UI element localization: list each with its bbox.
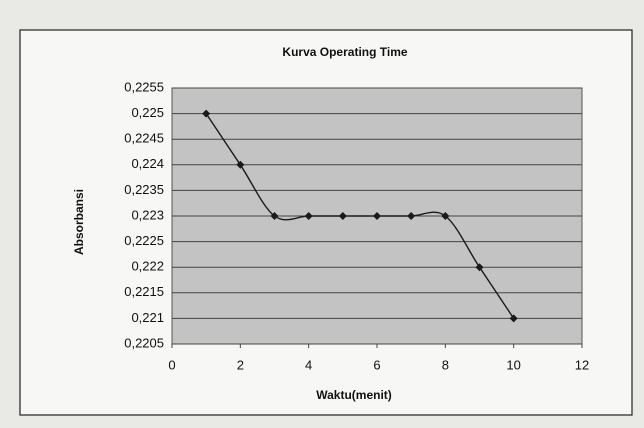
y-tick-label: 0,222 [131, 259, 164, 274]
y-tick-label: 0,221 [131, 310, 164, 325]
data-marker [407, 212, 416, 220]
x-tick-label: 4 [305, 357, 312, 372]
y-tick-label: 0,2205 [124, 335, 164, 350]
x-tick-label: 8 [442, 357, 449, 372]
y-tick-label: 0,2255 [124, 79, 164, 94]
chart-title: Kurva Operating Time [282, 45, 407, 59]
x-tick-label: 12 [575, 357, 589, 372]
y-tick-label: 0,225 [131, 105, 164, 120]
data-marker [338, 212, 347, 220]
data-marker [475, 263, 484, 272]
x-axis-title: Waktu(menit) [316, 388, 392, 402]
data-marker [304, 212, 313, 220]
y-tick-label: 0,224 [131, 156, 164, 171]
x-tick-label: 10 [506, 357, 520, 372]
data-marker [509, 314, 518, 323]
data-marker [441, 212, 450, 220]
data-line [205, 113, 515, 319]
y-axis-title: Absorbansi [72, 189, 86, 255]
y-tick-label: 0,2235 [124, 182, 164, 197]
x-tick-label: 0 [168, 357, 175, 372]
y-tick-label: 0,2225 [124, 233, 164, 248]
data-marker [373, 212, 381, 220]
y-tick-label: 0,223 [131, 207, 164, 222]
y-tick-label: 0,2245 [124, 131, 164, 146]
x-tick-label: 6 [373, 357, 380, 372]
x-tick-label: 2 [237, 357, 244, 372]
data-marker [270, 212, 279, 220]
data-marker [236, 160, 245, 169]
data-marker [202, 109, 211, 118]
y-tick-label: 0,2215 [124, 284, 164, 299]
